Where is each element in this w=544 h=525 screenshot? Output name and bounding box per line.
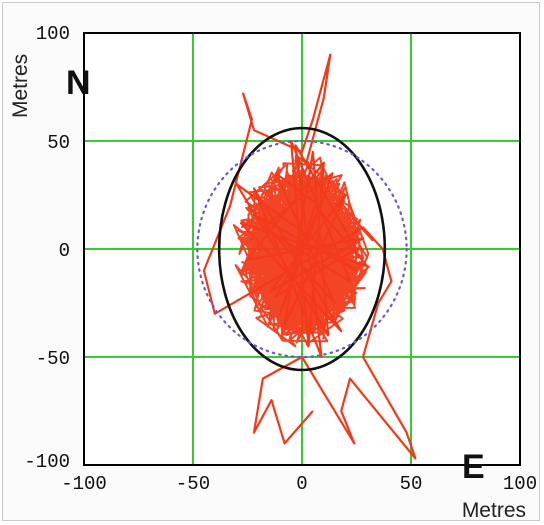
- x-tick-label: 0: [296, 473, 307, 495]
- y-tick-label: 50: [47, 132, 70, 154]
- north-label: N: [66, 64, 91, 102]
- y-tick-label: 100: [36, 23, 70, 45]
- x-tick-label: -50: [176, 473, 210, 495]
- confidence-ellipses: [196, 126, 408, 372]
- x-axis-label: Metres: [462, 499, 526, 522]
- y-axis-label: Metres: [9, 54, 32, 118]
- x-tick-label: 50: [400, 473, 423, 495]
- solid-ellipse: [217, 126, 387, 372]
- dotted-ellipse: [196, 139, 408, 359]
- plot-border: [83, 32, 521, 466]
- east-label: E: [462, 448, 485, 486]
- track-dense-core: [232, 154, 374, 348]
- x-tick-label: -100: [61, 473, 107, 495]
- tick-labels: -100 -50 0 50 100 -100 -50 0 50 100: [24, 23, 537, 495]
- y-tick-label: -100: [24, 451, 70, 473]
- y-tick-label: 0: [59, 240, 70, 262]
- y-tick-label: -50: [36, 348, 70, 370]
- x-tick-label: 100: [503, 473, 537, 495]
